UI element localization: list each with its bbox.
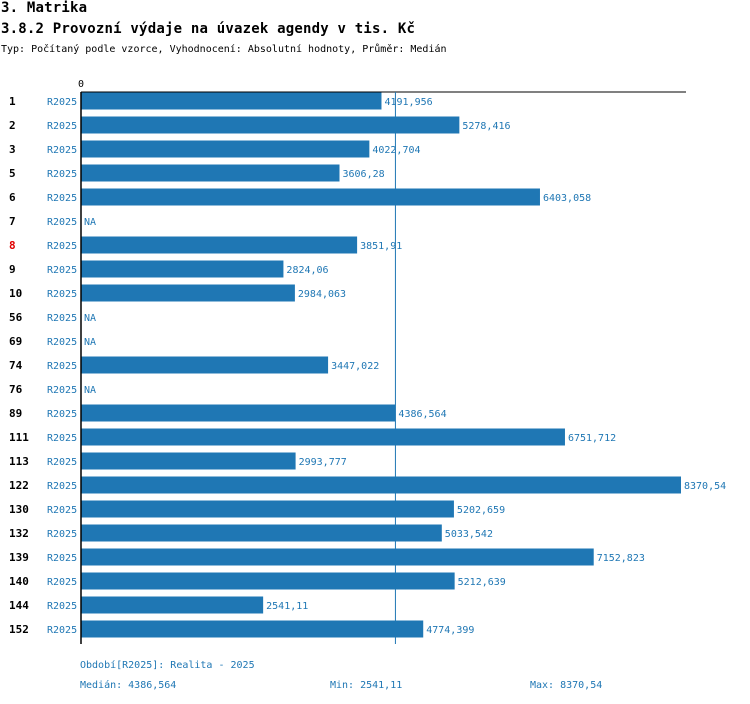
- period-label: R2025: [47, 241, 77, 252]
- chart-type-line: Typ: Počítaný podle vzorce, Vyhodnocení:…: [1, 44, 447, 55]
- bar-chart: 0 1 R2025 4191,956 2 R2025 5278,416 3 R2025 4022,…: [9, 79, 726, 644]
- period-label: R2025: [47, 457, 77, 468]
- category-label: 140: [9, 575, 29, 588]
- period-label: R2025: [47, 577, 77, 588]
- category-label: 56: [9, 311, 23, 324]
- bar: [81, 524, 442, 542]
- category-label: 144: [9, 599, 29, 612]
- data-label: 3447,022: [331, 361, 379, 372]
- bar: [81, 140, 370, 158]
- bar: [81, 236, 358, 254]
- bar: [81, 428, 565, 446]
- category-label: 9: [9, 263, 16, 276]
- period-label: R2025: [47, 601, 77, 612]
- period-label: R2025: [47, 553, 77, 564]
- period-label: R2025: [47, 529, 77, 540]
- period-label: R2025: [47, 625, 77, 636]
- period-label: R2025: [47, 481, 77, 492]
- category-label: 5: [9, 167, 16, 180]
- category-label: 2: [9, 119, 16, 132]
- period-label: R2025: [47, 409, 77, 420]
- data-label: 4191,956: [384, 97, 432, 108]
- period-label: R2025: [47, 289, 77, 300]
- category-label: 1: [9, 95, 16, 108]
- period-label: R2025: [47, 97, 77, 108]
- median-summary: Medián: 4386,564: [80, 680, 177, 691]
- data-label-na: NA: [84, 313, 96, 324]
- bar: [81, 596, 264, 614]
- bar: [81, 92, 382, 110]
- bar: [81, 164, 340, 182]
- category-label: 122: [9, 479, 29, 492]
- period-label: R2025: [47, 193, 77, 204]
- category-label: 76: [9, 383, 23, 396]
- bar: [81, 572, 455, 590]
- data-label: 8370,54: [684, 481, 726, 492]
- data-label: 5278,416: [462, 121, 510, 132]
- data-label: 5212,639: [458, 577, 506, 588]
- bar: [81, 620, 424, 638]
- category-label: 10: [9, 287, 22, 300]
- period-label: R2025: [47, 169, 77, 180]
- period-note: Období[R2025]: Realita - 2025: [80, 660, 255, 671]
- data-label: 3606,28: [342, 169, 384, 180]
- data-label: 4022,704: [372, 145, 420, 156]
- period-label: R2025: [47, 433, 77, 444]
- category-label: 132: [9, 527, 29, 540]
- bar: [81, 356, 329, 374]
- category-label: 113: [9, 455, 29, 468]
- data-label: 4774,399: [426, 625, 474, 636]
- data-label: 4386,564: [398, 409, 446, 420]
- data-label: 3851,91: [360, 241, 402, 252]
- period-label: R2025: [47, 217, 77, 228]
- category-label: 152: [9, 623, 29, 636]
- category-label: 8: [9, 239, 16, 252]
- period-label: R2025: [47, 361, 77, 372]
- chart-title: 3.8.2 Provozní výdaje na úvazek agendy v…: [1, 21, 416, 37]
- max-summary: Max: 8370,54: [530, 680, 603, 691]
- category-label: 69: [9, 335, 22, 348]
- category-label: 139: [9, 551, 29, 564]
- data-label: 6751,712: [568, 433, 616, 444]
- period-label: R2025: [47, 265, 77, 276]
- period-label: R2025: [47, 337, 77, 348]
- data-label: 2993,777: [299, 457, 347, 468]
- data-label: 5033,542: [445, 529, 493, 540]
- period-label: R2025: [47, 121, 77, 132]
- data-label: 2541,11: [266, 601, 308, 612]
- bar: [81, 452, 296, 470]
- category-label: 6: [9, 191, 16, 204]
- data-label-na: NA: [84, 217, 96, 228]
- bar: [81, 404, 396, 422]
- bar: [81, 116, 460, 134]
- category-label: 74: [9, 359, 23, 372]
- bar: [81, 476, 681, 494]
- data-label: 7152,823: [597, 553, 645, 564]
- data-label: 6403,058: [543, 193, 591, 204]
- data-label-na: NA: [84, 385, 96, 396]
- period-label: R2025: [47, 385, 77, 396]
- x-tick-label-0: 0: [78, 79, 84, 90]
- bar: [81, 260, 284, 278]
- bar: [81, 188, 540, 206]
- data-label: 2824,06: [286, 265, 328, 276]
- period-label: R2025: [47, 313, 77, 324]
- data-label: 5202,659: [457, 505, 505, 516]
- min-summary: Min: 2541,11: [330, 680, 403, 691]
- category-label: 3: [9, 143, 16, 156]
- category-label: 111: [9, 431, 29, 444]
- category-label: 89: [9, 407, 22, 420]
- period-label: R2025: [47, 505, 77, 516]
- bar: [81, 500, 454, 518]
- bar: [81, 548, 594, 566]
- bar: [81, 284, 295, 302]
- data-label-na: NA: [84, 337, 96, 348]
- page-title: 3. Matrika: [1, 0, 88, 16]
- data-label: 2984,063: [298, 289, 346, 300]
- period-label: R2025: [47, 145, 77, 156]
- category-label: 7: [9, 215, 16, 228]
- category-label: 130: [9, 503, 29, 516]
